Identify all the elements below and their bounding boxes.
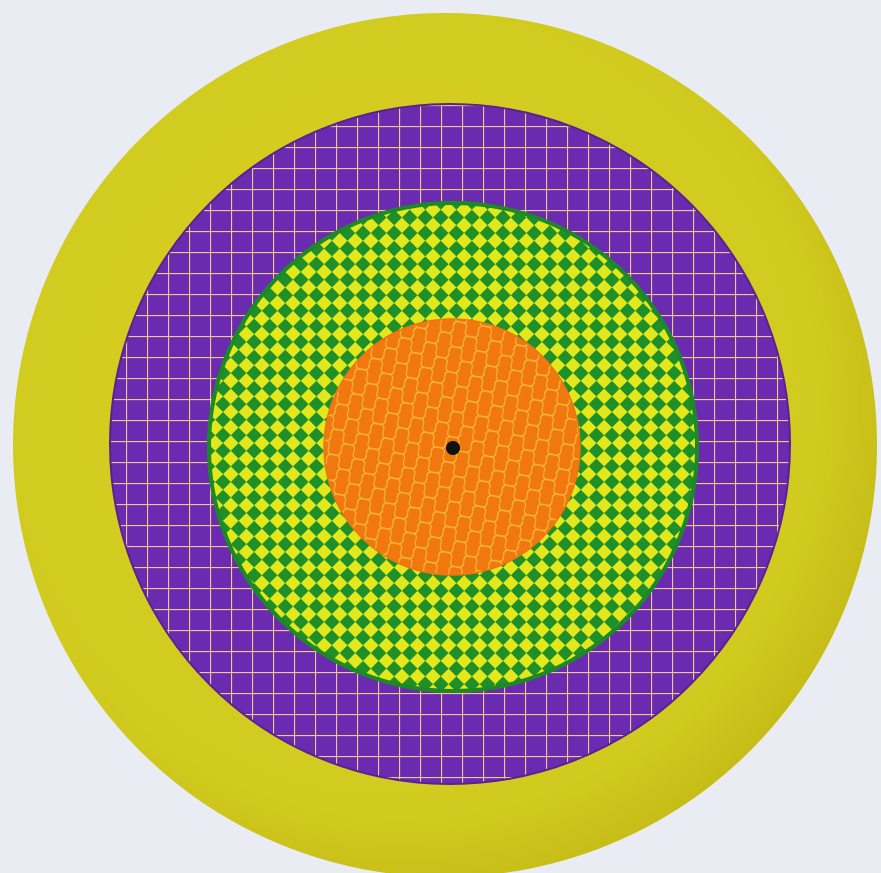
orange-disc-edge: [323, 318, 581, 576]
green-ring-edge: [207, 201, 699, 693]
purple-ring-edge: [109, 103, 791, 785]
center-dot: [446, 441, 460, 455]
